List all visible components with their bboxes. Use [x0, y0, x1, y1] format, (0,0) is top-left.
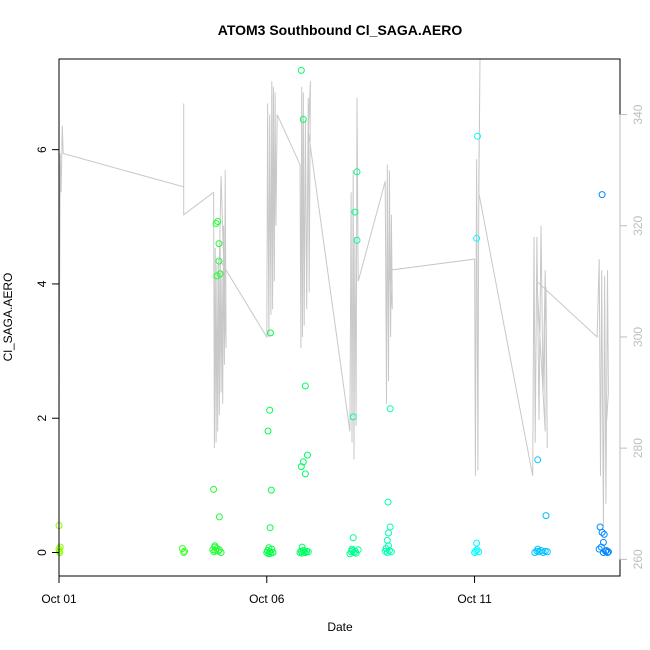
data-point	[181, 547, 188, 555]
data-point	[472, 547, 480, 555]
data-point	[264, 427, 272, 435]
data-point	[543, 548, 551, 556]
data-point	[301, 470, 309, 478]
data-point	[598, 528, 606, 536]
y-tick-label: 6	[35, 146, 49, 153]
data-point	[595, 545, 603, 553]
data-point	[299, 547, 307, 554]
data-point	[384, 498, 392, 506]
data-point	[265, 544, 273, 552]
x-tick-label: Oct 01	[41, 592, 77, 606]
y2-tick-label: 280	[631, 438, 645, 458]
data-point	[599, 549, 607, 556]
data-point	[267, 329, 274, 337]
chart-title: ATOM3 Southbound Cl_SAGA.AERO	[218, 22, 463, 38]
data-point	[599, 538, 607, 546]
data-point	[212, 220, 220, 227]
data-point	[385, 529, 392, 537]
data-point	[301, 382, 309, 390]
data-point	[217, 549, 225, 556]
data-point	[386, 405, 394, 413]
data-point	[297, 463, 305, 471]
y2-tick-label: 320	[631, 215, 645, 235]
data-point	[351, 208, 359, 216]
data-point	[266, 406, 274, 414]
left-axis-points	[55, 66, 612, 558]
data-point	[297, 66, 305, 74]
data-point	[348, 545, 356, 553]
data-point	[534, 545, 542, 553]
y-tick-label: 4	[35, 280, 49, 287]
data-point	[598, 191, 606, 199]
data-point	[534, 456, 542, 464]
x-tick-label: Oct 11	[457, 592, 492, 606]
right-axis-series-line	[58, 58, 609, 527]
data-point	[214, 218, 222, 225]
data-point	[352, 549, 360, 557]
series-line	[58, 58, 609, 527]
y2-tick-label: 260	[631, 549, 645, 569]
data-point	[353, 168, 361, 176]
data-point	[353, 236, 361, 244]
data-point	[600, 530, 608, 538]
data-point	[56, 543, 64, 551]
y2-tick-label: 340	[631, 104, 645, 124]
y-tick-label: 2	[35, 415, 49, 422]
data-point	[215, 240, 223, 248]
y2-tick-label: 300	[631, 327, 645, 347]
data-point	[266, 524, 274, 532]
data-point	[304, 451, 311, 459]
data-point	[537, 547, 545, 554]
data-point	[473, 539, 481, 547]
data-point	[349, 534, 357, 542]
data-point	[349, 413, 357, 421]
y-axis-right: 260 280 300 320 340	[619, 104, 645, 569]
data-point	[387, 548, 395, 556]
data-point	[211, 543, 219, 551]
data-point	[604, 548, 612, 556]
data-point	[267, 486, 275, 494]
data-point	[216, 270, 224, 278]
data-point	[299, 115, 307, 123]
x-axis: Oct 01 Oct 06 Oct 11	[41, 575, 492, 606]
data-point	[215, 513, 223, 521]
data-point	[473, 546, 481, 554]
data-point	[180, 549, 188, 556]
data-point	[304, 548, 312, 556]
data-point	[299, 458, 307, 466]
data-point	[301, 549, 309, 556]
data-point	[269, 549, 277, 556]
data-point	[210, 485, 218, 493]
x-axis-label: Date	[327, 620, 353, 634]
data-point	[474, 132, 481, 140]
data-point	[385, 542, 392, 550]
data-point	[215, 257, 223, 265]
data-point	[542, 512, 550, 520]
data-point	[385, 547, 393, 554]
data-point	[473, 234, 481, 242]
data-point	[475, 548, 483, 556]
data-point	[383, 549, 391, 556]
x-tick-label: Oct 06	[249, 592, 285, 606]
y-axis-label: Cl_SAGA.AERO	[1, 273, 15, 362]
y-axis-left: 0 2 4 6	[35, 146, 60, 556]
y-tick-label: 0	[35, 549, 49, 556]
